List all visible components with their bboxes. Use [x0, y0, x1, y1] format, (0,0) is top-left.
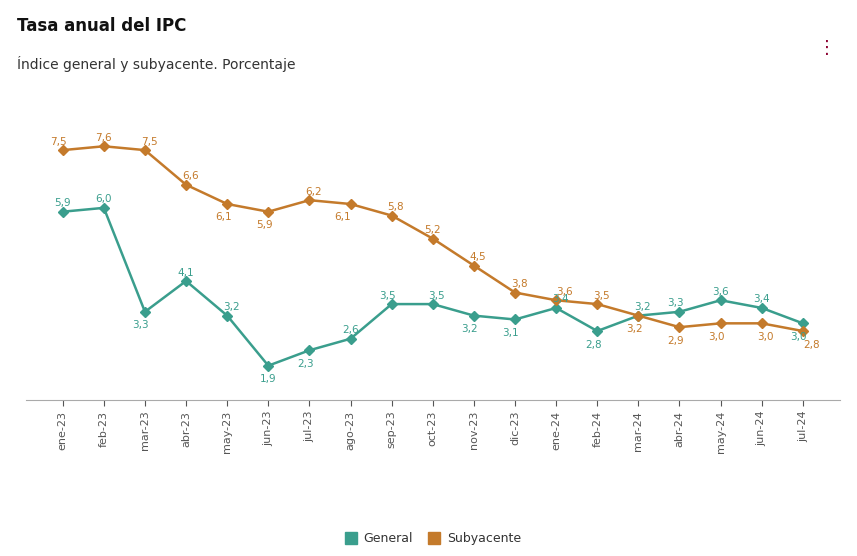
Text: 5,9: 5,9 — [54, 198, 71, 208]
Subyacente — [757, 320, 767, 327]
Subyacente — [592, 301, 602, 307]
General — [716, 297, 726, 304]
Text: 3,4: 3,4 — [552, 295, 568, 305]
Text: 3,2: 3,2 — [626, 324, 643, 334]
Text: 6,1: 6,1 — [334, 212, 351, 222]
Text: 3,8: 3,8 — [511, 279, 527, 289]
Text: 3,0: 3,0 — [790, 332, 807, 342]
Text: 3,1: 3,1 — [502, 328, 519, 338]
Subyacente — [99, 143, 109, 150]
Subyacente — [798, 327, 808, 334]
General — [99, 205, 109, 211]
Text: 6,6: 6,6 — [182, 171, 199, 181]
General — [222, 312, 232, 319]
General — [263, 363, 273, 369]
Text: 5,9: 5,9 — [256, 220, 273, 230]
Text: 3,6: 3,6 — [712, 287, 729, 297]
Text: 2,8: 2,8 — [584, 340, 602, 350]
General — [428, 301, 438, 307]
Text: 3,6: 3,6 — [556, 287, 572, 297]
Subyacente — [387, 212, 397, 219]
Subyacente — [716, 320, 726, 327]
General — [633, 312, 644, 319]
General — [551, 305, 561, 311]
Subyacente — [345, 201, 356, 207]
Subyacente — [428, 235, 438, 242]
Text: 2,3: 2,3 — [297, 359, 314, 369]
Subyacente — [57, 147, 68, 153]
General — [387, 301, 397, 307]
General — [140, 309, 150, 315]
Subyacente — [140, 147, 150, 153]
Line: Subyacente: Subyacente — [59, 143, 806, 335]
General — [798, 320, 808, 327]
Text: 6,0: 6,0 — [96, 195, 112, 205]
Line: General: General — [59, 205, 806, 369]
Text: 3,3: 3,3 — [133, 320, 149, 330]
Subyacente — [469, 262, 479, 269]
Subyacente — [304, 197, 315, 203]
General — [592, 327, 602, 334]
General — [674, 309, 685, 315]
Text: 5,2: 5,2 — [424, 225, 441, 235]
Subyacente — [263, 208, 273, 215]
Text: Índice general y subyacente. Porcentaje: Índice general y subyacente. Porcentaje — [17, 56, 296, 72]
Text: 3,5: 3,5 — [593, 291, 609, 301]
Text: 5,8: 5,8 — [387, 202, 405, 212]
Text: 6,2: 6,2 — [305, 187, 322, 197]
Text: 3,5: 3,5 — [380, 291, 396, 301]
General — [304, 347, 315, 354]
Subyacente — [181, 181, 191, 188]
Subyacente — [510, 289, 520, 296]
Text: 4,5: 4,5 — [470, 252, 486, 262]
Text: 2,8: 2,8 — [803, 340, 819, 350]
General — [345, 335, 356, 342]
Text: 3,2: 3,2 — [223, 302, 240, 312]
Text: 7,5: 7,5 — [51, 137, 67, 147]
General — [469, 312, 479, 319]
Text: 2,9: 2,9 — [667, 336, 684, 346]
Text: Tasa anual del IPC: Tasa anual del IPC — [17, 17, 187, 34]
Text: 3,0: 3,0 — [758, 332, 774, 342]
Subyacente — [674, 324, 685, 330]
General — [181, 277, 191, 284]
Text: 6,1: 6,1 — [215, 212, 231, 222]
Subyacente — [551, 297, 561, 304]
Subyacente — [633, 312, 644, 319]
Text: 3,2: 3,2 — [634, 302, 650, 312]
Text: 3,0: 3,0 — [708, 332, 725, 342]
Text: 7,6: 7,6 — [95, 133, 112, 143]
General — [510, 316, 520, 323]
General — [57, 208, 68, 215]
Text: 4,1: 4,1 — [177, 267, 195, 277]
Text: 3,5: 3,5 — [428, 291, 445, 301]
General — [757, 305, 767, 311]
Legend: General, Subyacente: General, Subyacente — [339, 527, 526, 550]
Text: 3,4: 3,4 — [753, 295, 770, 305]
Text: 2,6: 2,6 — [342, 325, 359, 335]
Text: 3,3: 3,3 — [667, 299, 684, 309]
Text: 3,2: 3,2 — [461, 324, 478, 334]
Text: 1,9: 1,9 — [260, 374, 277, 384]
Text: ⋮: ⋮ — [818, 39, 836, 57]
Subyacente — [222, 201, 232, 207]
Text: 7,5: 7,5 — [141, 137, 158, 147]
